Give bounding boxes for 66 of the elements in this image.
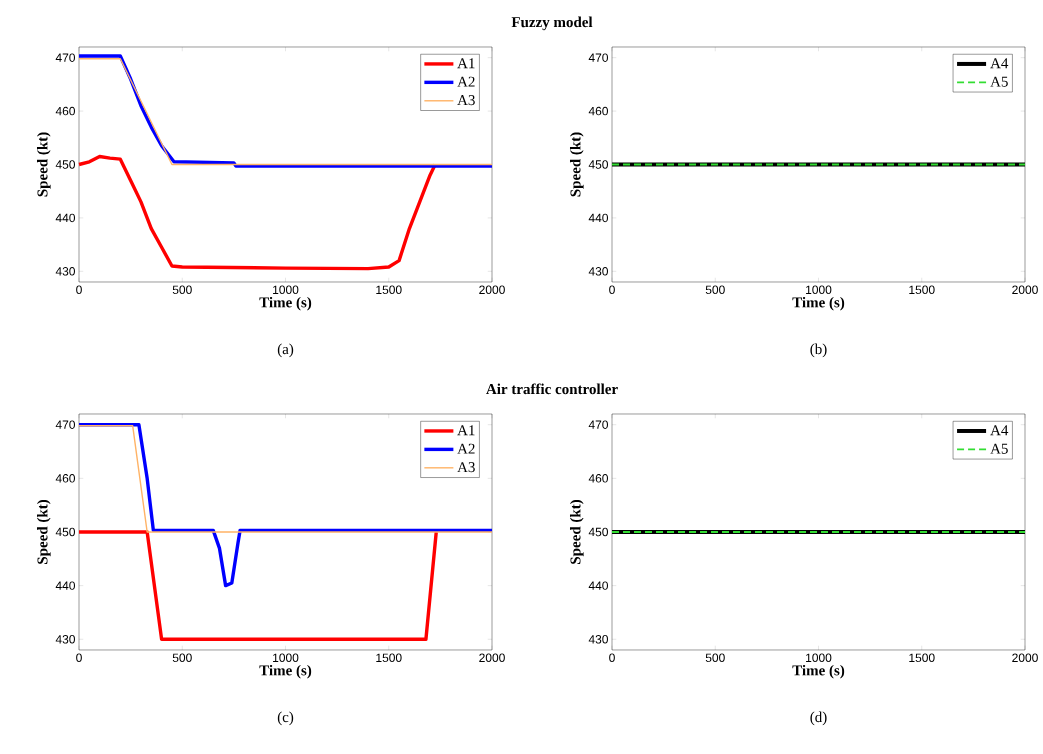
x-tick-label: 0 bbox=[76, 653, 82, 663]
x-tick-label: 1000 bbox=[806, 285, 832, 295]
legend-label: A2 bbox=[457, 443, 475, 454]
x-tick-label: 1000 bbox=[273, 285, 299, 295]
x-tick-label: 1500 bbox=[376, 653, 402, 663]
x-axis-title: Time (s) bbox=[792, 664, 845, 679]
x-tick-label: 1500 bbox=[376, 285, 402, 295]
legend-label: A3 bbox=[457, 95, 475, 106]
x-tick-label: 500 bbox=[172, 285, 192, 295]
legend-label: A2 bbox=[457, 76, 475, 87]
x-tick-label: 500 bbox=[172, 653, 192, 663]
y-tick-label: 470 bbox=[588, 420, 609, 429]
y-tick-label: 450 bbox=[588, 527, 609, 537]
y-axis-title: Speed (kt) bbox=[570, 132, 584, 197]
y-tick-label: 470 bbox=[55, 420, 76, 429]
y-tick-label: 460 bbox=[55, 474, 76, 483]
x-tick-label: 1500 bbox=[909, 653, 935, 663]
legend-label: A5 bbox=[990, 443, 1008, 454]
legend-label: A4 bbox=[990, 425, 1009, 436]
x-tick-label: 0 bbox=[609, 653, 615, 663]
legend-label: A3 bbox=[457, 462, 475, 473]
x-tick-label: 0 bbox=[76, 285, 82, 295]
text: (c) bbox=[277, 711, 294, 726]
y-tick-label: 450 bbox=[588, 160, 609, 169]
y-tick-label: 450 bbox=[55, 527, 76, 537]
line-series bbox=[77, 154, 437, 271]
text: Fuzzy model bbox=[511, 16, 593, 31]
y-tick-label: 430 bbox=[588, 267, 609, 276]
x-tick-label: 500 bbox=[705, 653, 725, 663]
text: (a) bbox=[277, 343, 294, 358]
y-tick-label: 470 bbox=[55, 53, 76, 62]
y-tick-label: 440 bbox=[588, 213, 609, 223]
text: (d) bbox=[810, 711, 827, 726]
x-tick-label: 1000 bbox=[806, 653, 832, 663]
y-tick-label: 460 bbox=[588, 474, 609, 483]
legend-label: A4 bbox=[990, 58, 1009, 69]
x-tick-label: 2000 bbox=[1012, 285, 1038, 295]
y-tick-label: 430 bbox=[55, 267, 76, 276]
line-series bbox=[77, 423, 494, 588]
y-tick-label: 450 bbox=[55, 160, 76, 169]
text: Air traffic controller bbox=[486, 383, 618, 395]
y-tick-label: 460 bbox=[55, 106, 76, 116]
y-axis-title: Speed (kt) bbox=[37, 499, 51, 564]
y-tick-label: 430 bbox=[55, 635, 76, 644]
x-tick-label: 1000 bbox=[273, 653, 299, 663]
x-axis-title: Time (s) bbox=[259, 296, 312, 311]
y-tick-label: 470 bbox=[588, 53, 609, 62]
legend-label: A1 bbox=[457, 58, 475, 69]
y-tick-label: 440 bbox=[588, 581, 609, 590]
y-tick-label: 440 bbox=[55, 581, 76, 590]
legend-label: A5 bbox=[990, 76, 1008, 87]
x-tick-label: 2000 bbox=[1012, 653, 1038, 663]
x-tick-label: 2000 bbox=[479, 653, 505, 663]
y-axis-title: Speed (kt) bbox=[570, 499, 584, 564]
x-tick-label: 1500 bbox=[909, 285, 935, 295]
x-tick-label: 500 bbox=[705, 285, 725, 295]
x-tick-label: 2000 bbox=[479, 285, 505, 295]
y-tick-label: 430 bbox=[588, 635, 609, 644]
x-tick-label: 0 bbox=[609, 285, 615, 295]
x-axis-title: Time (s) bbox=[792, 296, 845, 311]
legend-label: A1 bbox=[457, 425, 475, 436]
y-axis-title: Speed (kt) bbox=[37, 132, 51, 197]
text: (b) bbox=[810, 343, 827, 358]
y-tick-label: 440 bbox=[55, 213, 76, 223]
x-axis-title: Time (s) bbox=[259, 664, 312, 679]
y-tick-label: 460 bbox=[588, 106, 609, 116]
